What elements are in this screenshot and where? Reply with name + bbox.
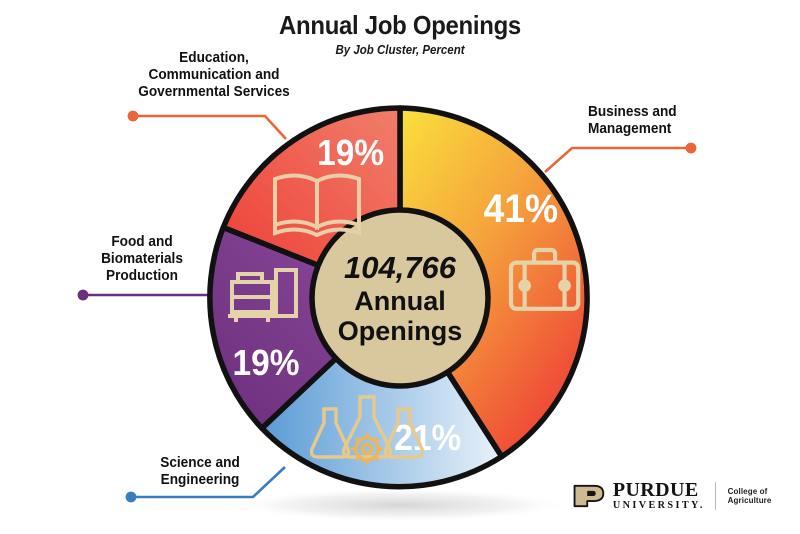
page-subtitle: By Job Cluster, Percent [335, 43, 465, 58]
center-line3: Openings [338, 316, 463, 346]
center-line2: Annual [354, 286, 446, 316]
purdue-p-mark-icon [573, 484, 605, 508]
slice-science-and-engineering[interactable] [259, 295, 505, 490]
college-of-agriculture-text: College of Agriculture [727, 487, 772, 505]
connector-business [544, 142, 697, 173]
briefcase-icon [508, 247, 581, 311]
connector-science [125, 466, 286, 503]
connector-food [77, 289, 222, 301]
title-block: Annual Job Openings By Job Cluster, Perc… [0, 10, 800, 58]
purdue-wordmark: PURDUE UNIVERSITY. [613, 480, 705, 511]
value-science: 21% [394, 419, 461, 458]
value-business: 41% [484, 187, 558, 232]
logo-divider [714, 482, 716, 510]
purdue-logo: PURDUE UNIVERSITY. College of Agricultur… [572, 480, 800, 512]
connector-education [127, 110, 287, 140]
value-food: 19% [232, 344, 299, 383]
slice-food-and-biomaterials-production[interactable] [207, 224, 403, 431]
callout-label-education: Education, Communication and Governmenta… [138, 50, 290, 101]
tractor-icon [228, 268, 298, 322]
page-title: Annual Job Openings [279, 10, 521, 40]
pie-shadow [228, 488, 572, 522]
center-hub [309, 207, 491, 389]
callout-label-science: Science and Engineering [160, 455, 240, 489]
open-book-icon [273, 173, 361, 238]
center-value: 104,766 [344, 250, 457, 285]
value-education: 19% [317, 134, 384, 173]
flasks-gear-icon [309, 395, 425, 465]
callout-label-food: Food and Biomaterials Production [101, 234, 183, 285]
purdue-university-text: UNIVERSITY. [612, 500, 705, 512]
callout-label-business: Business and Management [588, 104, 677, 138]
purdue-name: PURDUE [612, 479, 699, 502]
